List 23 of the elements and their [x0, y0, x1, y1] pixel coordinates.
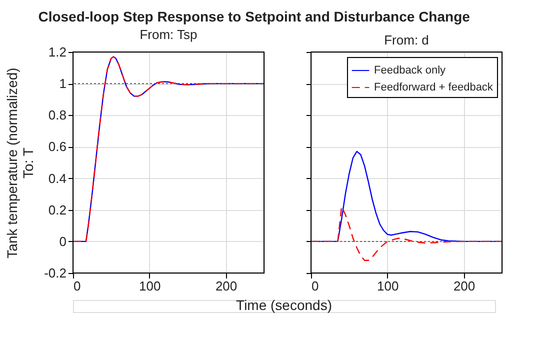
legend-label: Feedforward + feedback: [374, 82, 494, 94]
x-axis-title: Time (seconds): [236, 297, 332, 313]
x-tick-label: 100: [377, 278, 399, 294]
x-tick-label: 100: [139, 278, 161, 294]
y-tick-label: 0: [59, 234, 66, 249]
chart-title: Closed-loop Step Response to Setpoint and Disturbance Change: [38, 8, 470, 24]
y-tick-label: 1.2: [48, 44, 66, 60]
legend-label: Feedback only: [374, 64, 446, 76]
y-axis-title: To: T: [20, 147, 36, 178]
y-tick-label: -0.2: [44, 266, 66, 280]
y-tick-label: 0.2: [48, 202, 66, 218]
text: Tank temperature (normalized): [4, 68, 20, 258]
x-tick-label: 0: [312, 278, 319, 294]
y-tick-label: 1: [59, 76, 66, 92]
x-tick-label: 200: [453, 278, 476, 294]
y-tick-label: 0.8: [48, 108, 66, 123]
chart-subtitle: From: d: [384, 32, 429, 48]
y-tick-label: 0.6: [48, 139, 66, 154]
x-tick-label: 0: [74, 278, 81, 294]
y-tick-label: 0.4: [48, 170, 66, 186]
chart-subtitle: From: Tsp: [140, 27, 198, 42]
line-series: [73, 56, 264, 242]
x-tick-label: 200: [215, 278, 238, 294]
